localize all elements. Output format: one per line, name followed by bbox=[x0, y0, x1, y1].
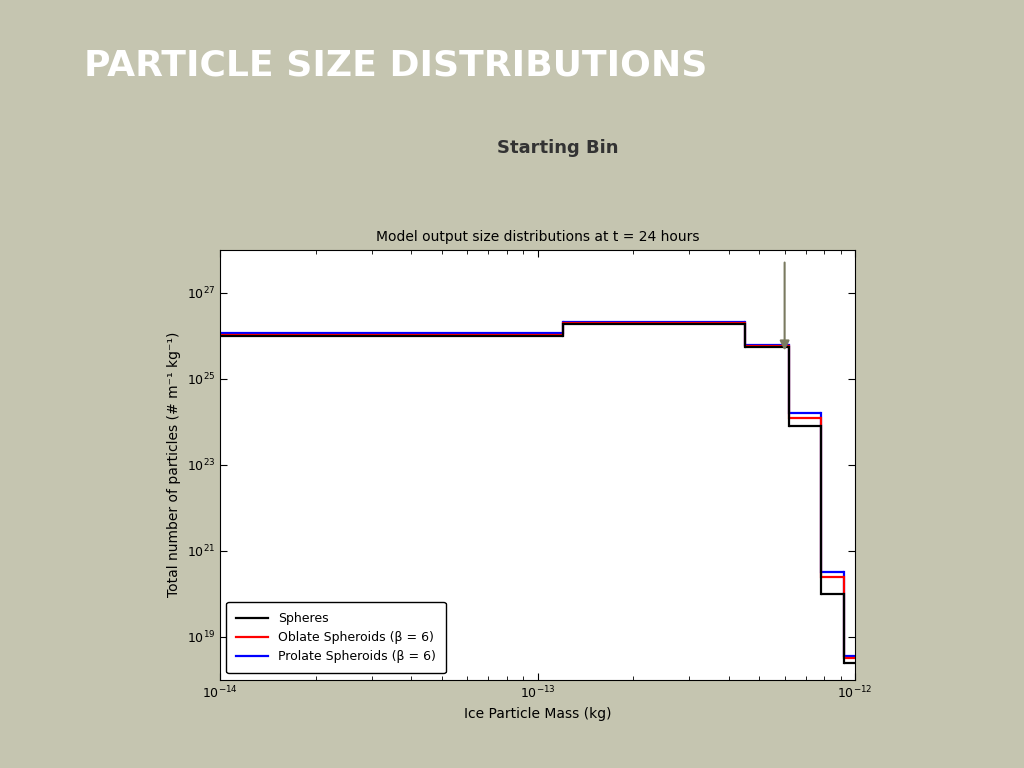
Title: Model output size distributions at t = 24 hours: Model output size distributions at t = 2… bbox=[376, 230, 699, 244]
Legend: Spheres, Oblate Spheroids (β = 6), Prolate Spheroids (β = 6): Spheres, Oblate Spheroids (β = 6), Prola… bbox=[226, 602, 445, 674]
Text: Starting Bin: Starting Bin bbox=[498, 140, 618, 157]
X-axis label: Ice Particle Mass (kg): Ice Particle Mass (kg) bbox=[464, 707, 611, 720]
Y-axis label: Total number of particles (# m⁻¹ kg⁻¹): Total number of particles (# m⁻¹ kg⁻¹) bbox=[167, 332, 181, 598]
Text: PARTICLE SIZE DISTRIBUTIONS: PARTICLE SIZE DISTRIBUTIONS bbox=[84, 48, 708, 82]
